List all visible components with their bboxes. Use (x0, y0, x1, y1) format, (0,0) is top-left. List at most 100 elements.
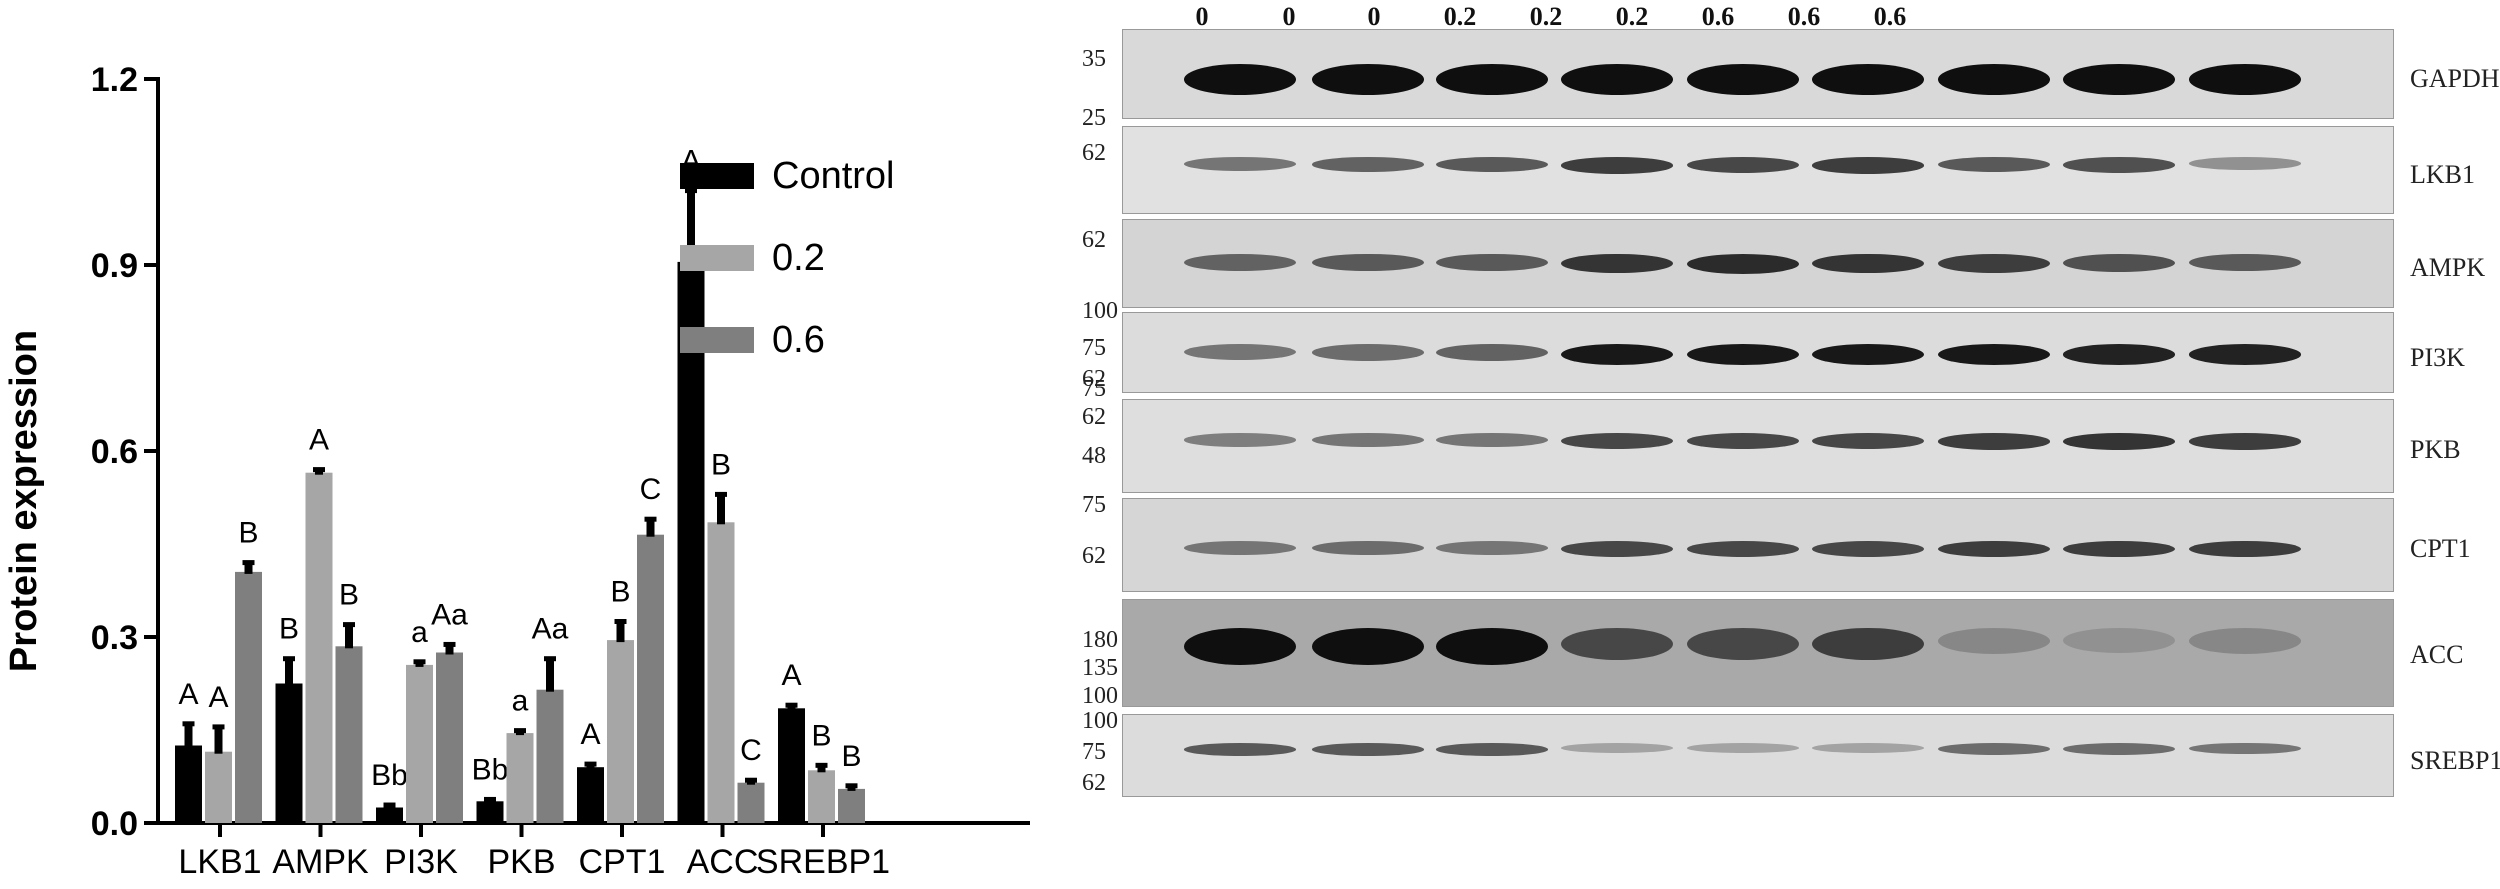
blot-band (1561, 433, 1674, 450)
blot-band (1311, 157, 1424, 173)
blot-band (1686, 253, 1799, 274)
mw-marker-label: 62 (1082, 404, 1106, 431)
bar-0.2-ACC (707, 522, 735, 823)
blot-band (1686, 157, 1799, 174)
bar-0.2-LKB1 (205, 751, 232, 823)
blot-row-label: CPT1 (2410, 534, 2471, 564)
bar-Control-ACC (677, 261, 705, 823)
significance-label: a (512, 685, 529, 718)
significance-label: A (309, 424, 329, 457)
blot-row-acc (1122, 598, 2394, 707)
blot-band (1184, 627, 1297, 665)
blot-row-pkb (1122, 398, 2394, 493)
bar-Control-LKB1 (175, 745, 202, 823)
y-tick-label: 1.2 (91, 61, 138, 99)
bar-0.6-ACC (737, 782, 765, 823)
blot-band (1184, 253, 1297, 271)
lane-header: 0.2 (1529, 2, 1563, 31)
significance-label: A (580, 718, 600, 751)
blot-band (1561, 627, 1674, 660)
blot-row-label: PI3K (2410, 343, 2465, 373)
x-tick-label: SREBP1 (756, 843, 890, 881)
bar-0.6-PKB (536, 689, 564, 823)
error-bar (586, 764, 595, 770)
blot-band (2063, 540, 2176, 558)
blot-band (1937, 253, 2050, 273)
blot-row-label: GAPDH (2410, 63, 2500, 93)
lane-header: 0 (1195, 2, 1209, 31)
x-tick-label: CPT1 (579, 843, 666, 881)
blot-band (1686, 63, 1799, 95)
blot-band (1311, 627, 1424, 665)
bar-Control-SREBP1 (778, 708, 805, 823)
blot-band (2188, 742, 2301, 755)
blot-band (1812, 253, 1925, 274)
blot-band (1311, 433, 1424, 448)
legend-label: Control (772, 155, 895, 197)
blot-row-label: LKB1 (2410, 159, 2475, 189)
blot-band (1561, 540, 1674, 557)
chart-legend: Control 0.2 0.6 (680, 155, 895, 361)
error-bar (184, 723, 193, 748)
x-tick-label: AMPK (272, 843, 369, 881)
blot-band (1686, 742, 1799, 753)
blot-band (1812, 742, 1925, 753)
x-tick-label: LKB1 (178, 843, 261, 881)
significance-label: a (411, 616, 428, 649)
blot-band (2063, 742, 2176, 755)
mw-marker-label: 75 (1082, 334, 1106, 361)
blot-band (2063, 433, 2176, 450)
mw-marker-label: 35 (1082, 46, 1106, 72)
x-tick-label: PKB (487, 843, 555, 881)
significance-label: Aa (431, 598, 468, 631)
blot-band (1184, 344, 1297, 361)
mw-marker-label: 75 (1082, 492, 1106, 519)
error-bar (717, 494, 725, 525)
y-tick-label: 0.6 (91, 433, 138, 471)
mw-marker-label: 62 (1082, 542, 1106, 569)
blot-band (1561, 742, 1674, 753)
y-tick-label: 0.9 (91, 247, 138, 285)
significance-label: B (711, 448, 731, 481)
error-bar (415, 661, 424, 667)
blot-band (1937, 157, 2050, 173)
chart-axes: 0.0 0.3 0.6 0.9 1.2 Protein expression LKB1 AMP… (3, 61, 1030, 881)
blot-band (1435, 157, 1548, 173)
significance-label: B (841, 740, 861, 773)
blot-band (1184, 540, 1297, 555)
blot-row-lkb1 (1122, 125, 2394, 215)
bar-0.6-SREBP1 (838, 788, 865, 823)
significance-label: B (610, 576, 630, 609)
mw-marker-label: 135 (1082, 654, 1118, 681)
legend-swatch-0.6 (680, 327, 754, 353)
blot-band (1435, 540, 1548, 555)
significance-label: B (339, 579, 359, 612)
blot-row-srebp1 (1122, 713, 2394, 798)
mw-marker-label: 100 (1082, 708, 1118, 735)
error-bar (214, 726, 223, 754)
significance-label: B (279, 613, 299, 646)
mw-marker-label: 180 (1082, 626, 1118, 653)
error-bar (817, 765, 826, 773)
significance-label: Bb (371, 759, 408, 792)
blot-band (1184, 742, 1297, 756)
mw-marker-label: 75 (1082, 376, 1106, 403)
blot-row-ampk (1122, 219, 2394, 308)
lane-header: 0.2 (1615, 2, 1649, 31)
bar-0.2-PI3K (406, 664, 433, 823)
blot-band (2188, 253, 2301, 272)
error-bar (616, 621, 625, 643)
blot-band (1937, 433, 2050, 450)
lane-header: 0.6 (1787, 2, 1821, 31)
legend-swatch-Control (680, 163, 754, 189)
blot-band (1435, 63, 1548, 95)
blot-row-label: AMPK (2410, 253, 2486, 283)
blot-band (1812, 344, 1925, 366)
y-tick-label: 0.3 (91, 619, 138, 657)
x-tick-label: PI3K (384, 843, 458, 881)
blot-band (1937, 540, 2050, 558)
blot-band (1435, 433, 1548, 448)
bar-Control-PI3K (376, 807, 403, 823)
y-tick-label: 0.0 (91, 805, 138, 843)
blot-band (1184, 433, 1297, 447)
